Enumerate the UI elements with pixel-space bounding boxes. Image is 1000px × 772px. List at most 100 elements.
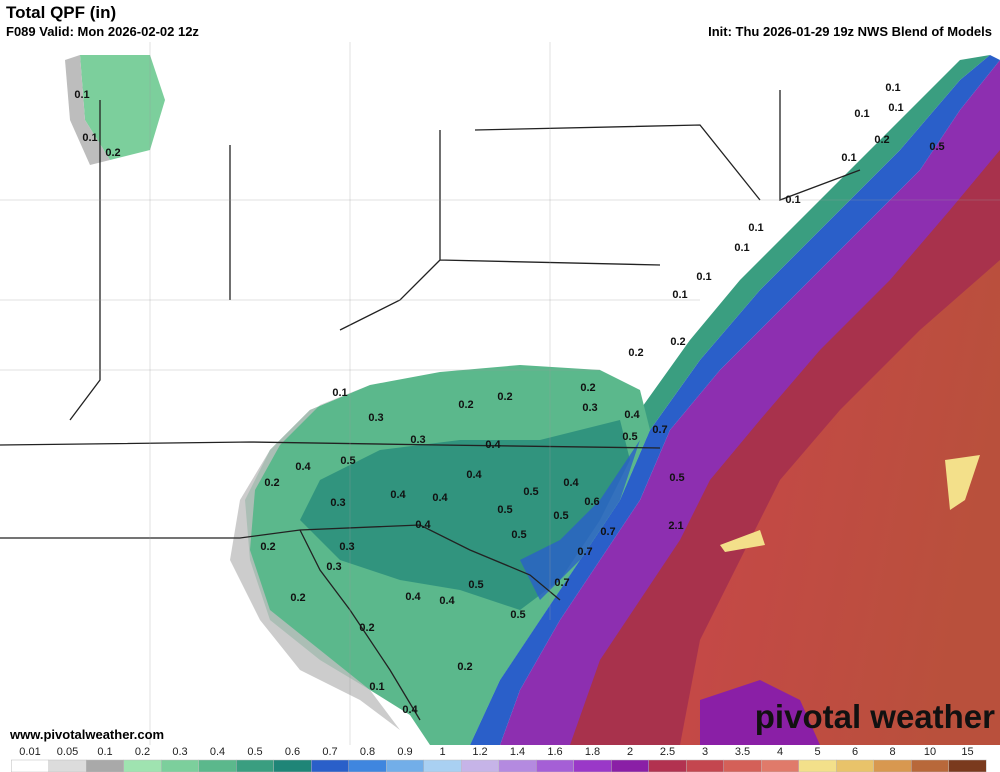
contour-label: 0.4 [624,409,640,421]
contour-label: 0.1 [785,194,800,206]
contour-label: 0.4 [415,519,431,531]
colorbar-swatch [498,759,537,772]
contour-label: 0.3 [410,434,425,446]
contour-label: 0.5 [340,455,355,467]
contour-label: 0.3 [339,541,354,553]
colorbar-label: 0.2 [135,746,150,758]
colorbar-label: 1 [439,746,445,758]
colorbar-swatch [161,759,199,772]
contour-label: 0.2 [580,382,595,394]
contour-label: 0.1 [854,108,869,120]
colorbar-label: 4 [777,746,783,758]
contour-label: 0.7 [600,526,615,538]
contour-label: 0.2 [497,391,512,403]
contour-label: 0.2 [290,592,305,604]
colorbar-swatch [798,759,837,772]
colorbar-swatch [423,759,462,772]
colorbar-label: 1.4 [510,746,525,758]
contour-label: 0.5 [553,510,568,522]
contour-label: 0.2 [105,147,120,159]
colorbar-swatch [723,759,762,772]
contour-label: 0.2 [359,622,374,634]
colorbar-swatch [348,759,387,772]
colorbar-label: 1.6 [547,746,562,758]
contour-label: 0.3 [582,402,597,414]
website: www.pivotalweather.com [9,727,164,742]
colorbar-swatch [836,759,874,772]
contour-label: 0.4 [295,461,311,473]
colorbar-swatch [198,759,237,772]
colorbar: 0.01 0.05 0.1 0.2 0.3 0.4 0.5 0.6 0.7 0.8 0.9 1 1.2 1… [11,746,987,772]
colorbar-label: 15 [961,746,973,758]
contour-label: 0.4 [485,439,501,451]
contour-label: 0.1 [672,289,687,301]
colorbar-swatch [273,759,312,772]
contour-label: 0.4 [390,489,406,501]
colorbar-swatch [911,759,949,772]
contour-label: 0.1 [74,89,89,101]
colorbar-swatch [236,759,274,772]
contour-label: 2.1 [668,520,683,532]
colorbar-label: 2.5 [660,746,675,758]
colorbar-label: 0.9 [397,746,412,758]
contour-label: 0.1 [841,152,856,164]
contour-label: 0.4 [402,704,418,716]
valid-time: F089 Valid: Mon 2026-02-02 12z [6,24,199,39]
contour-label: 0.1 [369,681,384,693]
header: Total QPF (in) F089 Valid: Mon 2026-02-0… [0,0,1000,42]
colorbar-label: 0.05 [57,746,78,758]
init-time: Init: Thu 2026-01-29 19z NWS Blend of Mo… [708,24,992,39]
contour-label: 0.2 [264,477,279,489]
colorbar-label: 0.3 [172,746,187,758]
contour-label: 0.1 [888,102,903,114]
colorbar-swatch [948,759,987,772]
contour-label: 0.3 [368,412,383,424]
contour-label: 0.5 [510,609,525,621]
colorbar-label: 8 [889,746,895,758]
colorbar-swatch [573,759,612,772]
colorbar-swatch [761,759,799,772]
colorbar-swatch [311,759,349,772]
colorbar-swatch [461,759,499,772]
colorbar-label: 0.7 [322,746,337,758]
contour-label: 0.1 [696,271,711,283]
contour-label: 0.5 [497,504,512,516]
colorbar-label: 0.4 [210,746,225,758]
colorbar-label: 0.1 [97,746,112,758]
contour-label: 0.5 [523,486,538,498]
contour-label: 0.7 [554,577,569,589]
colorbar-label: 0.8 [360,746,375,758]
colorbar-label: 1.2 [472,746,487,758]
contour-label: 0.7 [652,424,667,436]
contour-label: 0.5 [929,141,944,153]
colorbar-label: 0.01 [19,746,40,758]
colorbar-label: 0.5 [247,746,262,758]
contour-label: 0.2 [628,347,643,359]
contour-label: 0.1 [885,82,900,94]
colorbar-label: 1.8 [585,746,600,758]
colorbar-label: 0.6 [285,746,300,758]
colorbar-swatch [11,759,49,772]
colorbar-swatch [873,759,912,772]
contour-label: 0.4 [563,477,579,489]
contour-label: 0.1 [82,132,97,144]
colorbar-swatch [386,759,424,772]
contour-label: 0.3 [330,497,345,509]
colorbar-label: 3 [702,746,708,758]
logo: pivotal weather [755,698,995,735]
colorbar-swatch [648,759,687,772]
colorbar-label: 2 [627,746,633,758]
map-title: Total QPF (in) [6,3,117,22]
colorbar-label: 3.5 [735,746,750,758]
colorbar-swatch [48,759,87,772]
contour-label: 0.5 [669,472,684,484]
colorbar-swatch [123,759,162,772]
contour-label: 0.5 [622,431,637,443]
contour-label: 0.5 [511,529,526,541]
contour-label: 0.2 [458,399,473,411]
colorbar-swatch [86,759,124,772]
colorbar-label: 5 [814,746,820,758]
contour-label: 0.6 [584,496,599,508]
